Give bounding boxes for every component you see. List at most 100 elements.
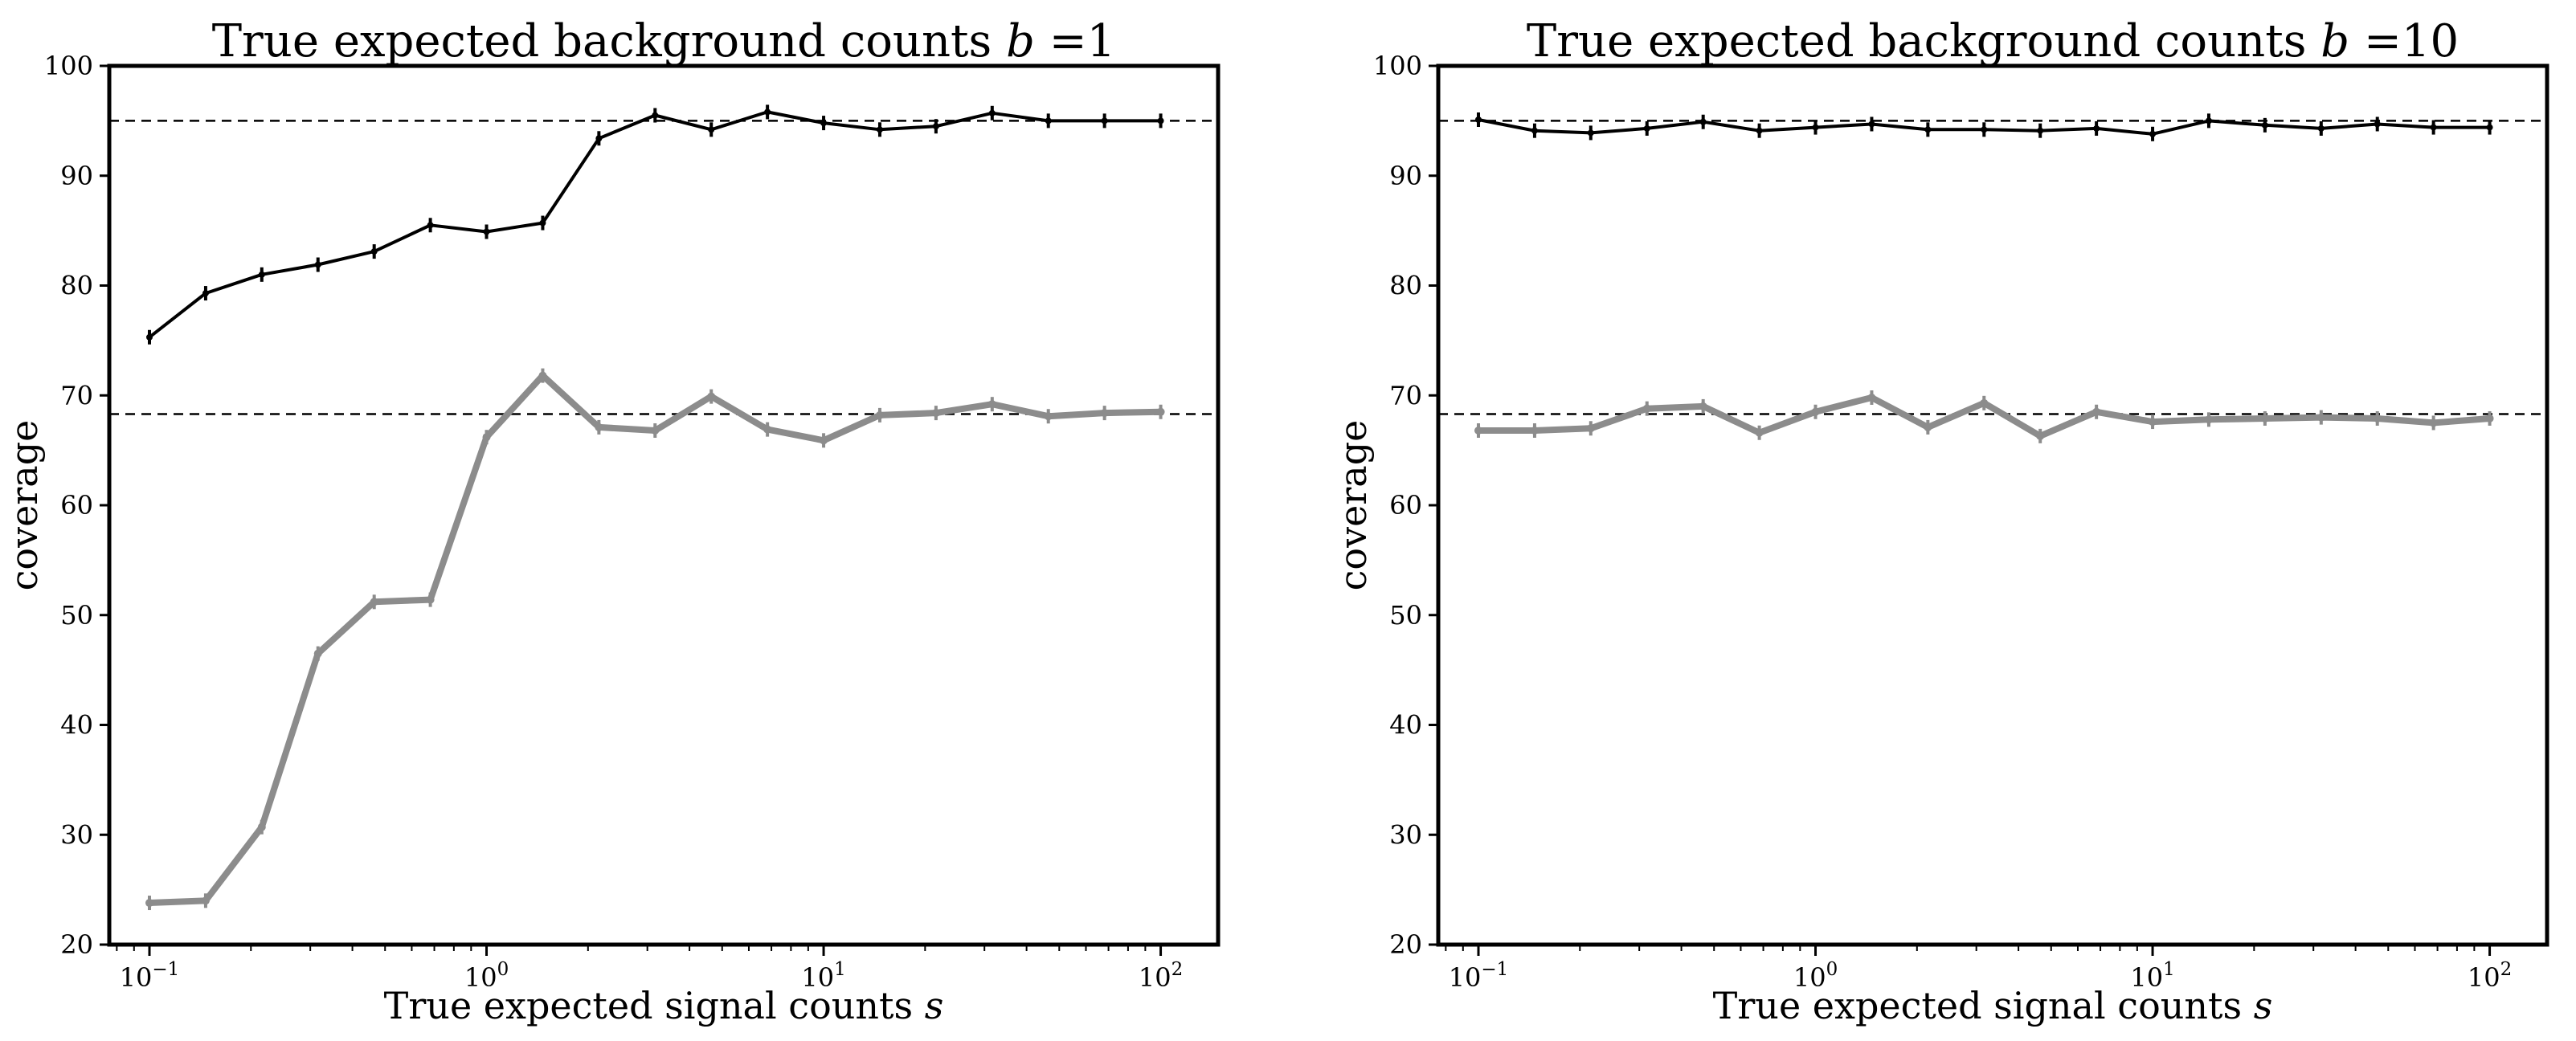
- data-point: [370, 248, 378, 255]
- y-axis-label: coverage: [2, 420, 46, 591]
- data-point: [2373, 414, 2382, 423]
- x-axis-label: True expected signal counts s: [384, 984, 944, 1027]
- data-point: [1531, 127, 1538, 134]
- data-point: [145, 899, 154, 908]
- data-point: [2261, 121, 2268, 129]
- data-point: [2093, 125, 2100, 132]
- data-point: [1156, 407, 1165, 416]
- y-tick-label: 30: [1389, 819, 1422, 850]
- data-point: [1642, 404, 1651, 413]
- series-1: [1475, 112, 2493, 141]
- data-point: [1045, 117, 1052, 125]
- data-point: [2429, 418, 2438, 427]
- data-point: [2317, 125, 2325, 132]
- data-point: [876, 126, 883, 133]
- series-1: [146, 104, 1164, 345]
- data-point: [1868, 120, 1875, 128]
- data-point: [2036, 431, 2045, 440]
- data-point: [2374, 120, 2381, 128]
- x-tick-label: 101: [801, 959, 845, 993]
- data-point: [146, 333, 153, 341]
- x-tick-label: 10−1: [1449, 959, 1509, 993]
- x-tick-label: 102: [1139, 959, 1183, 993]
- y-tick-label: 60: [60, 490, 93, 520]
- y-tick-label: 80: [60, 271, 93, 301]
- y-tick-label: 20: [1389, 929, 1422, 960]
- data-point: [2149, 130, 2157, 137]
- data-point: [313, 649, 322, 658]
- series-2: [1474, 390, 2494, 443]
- data-point: [707, 392, 716, 401]
- data-point: [1755, 428, 1764, 437]
- data-point: [988, 109, 996, 116]
- data-point: [1530, 427, 1539, 435]
- plot-frame: [107, 63, 1221, 947]
- data-point: [2430, 124, 2437, 131]
- y-tick-label: 40: [1389, 710, 1422, 741]
- data-point: [1867, 393, 1876, 402]
- data-point: [1474, 427, 1483, 435]
- plot-frame: [1436, 63, 2549, 947]
- data-point: [1100, 409, 1109, 418]
- y-tick-label: 90: [1389, 161, 1422, 191]
- chart-title: True expected background counts b =1: [212, 15, 1116, 67]
- data-point: [652, 112, 659, 119]
- data-point: [763, 425, 772, 434]
- data-point: [538, 371, 547, 380]
- data-point: [932, 123, 939, 130]
- data-point: [651, 427, 660, 435]
- data-point: [1981, 126, 1988, 133]
- data-point: [202, 290, 209, 297]
- data-point: [426, 595, 435, 604]
- data-point: [987, 400, 996, 409]
- data-point: [2149, 418, 2157, 427]
- data-point: [1699, 402, 1707, 410]
- data-point: [2486, 124, 2493, 131]
- data-point: [820, 436, 828, 445]
- y-tick-label: 60: [1389, 490, 1422, 520]
- y-tick-label: 70: [60, 380, 93, 410]
- series-2: [145, 368, 1165, 911]
- data-point: [314, 261, 321, 268]
- data-point: [258, 271, 265, 278]
- y-tick-label: 50: [1389, 600, 1422, 631]
- data-point: [1157, 117, 1164, 125]
- data-point: [201, 896, 210, 905]
- y-tick-label: 30: [60, 819, 93, 850]
- data-point: [875, 410, 884, 419]
- data-point: [2205, 117, 2212, 125]
- data-point: [1044, 412, 1053, 421]
- data-point: [257, 823, 266, 831]
- data-point: [1812, 124, 1819, 131]
- x-tick-label: 100: [464, 959, 509, 993]
- data-point: [1587, 129, 1594, 137]
- data-point: [1756, 127, 1763, 134]
- x-tick-label: 10−1: [120, 959, 180, 993]
- data-point: [370, 598, 378, 606]
- data-point: [2260, 414, 2269, 423]
- data-point: [931, 409, 940, 418]
- data-point: [2037, 127, 2044, 134]
- x-tick-label: 101: [2130, 959, 2174, 993]
- plot-panel-1: 20 30 40 50 60 70 80 90 100 10−1 100 101 102 True exp…: [2, 15, 1221, 1027]
- data-point: [427, 222, 434, 229]
- data-point: [539, 219, 546, 227]
- data-point: [482, 433, 491, 442]
- data-point: [708, 126, 715, 133]
- data-point: [1980, 398, 1989, 407]
- data-point: [1475, 116, 1482, 124]
- data-point: [2316, 413, 2325, 422]
- y-tick-label: 90: [60, 161, 93, 191]
- data-point: [1101, 117, 1108, 125]
- data-point: [764, 108, 771, 116]
- data-point: [483, 228, 490, 235]
- chart-title: True expected background counts b =10: [1527, 15, 2459, 67]
- y-tick-label: 40: [60, 710, 93, 741]
- data-point: [1811, 407, 1820, 416]
- y-tick-label: 50: [60, 600, 93, 631]
- data-point: [2204, 415, 2213, 424]
- x-tick-label: 100: [1793, 959, 1838, 993]
- data-point: [2092, 407, 2101, 416]
- y-tick-label: 100: [1373, 51, 1422, 81]
